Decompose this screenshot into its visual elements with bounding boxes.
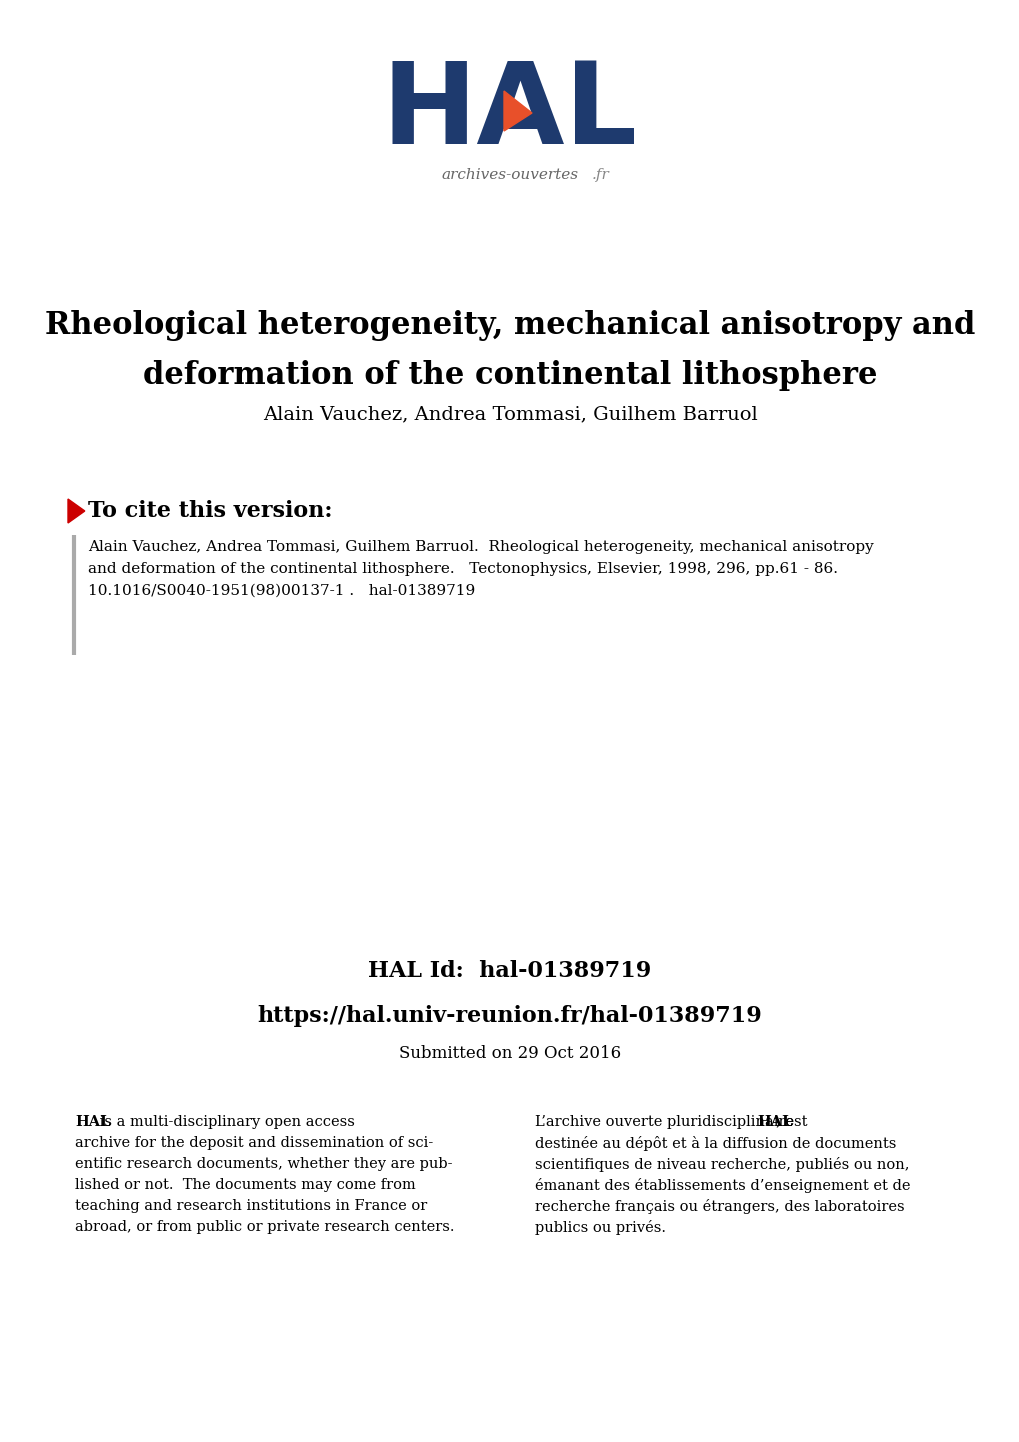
Text: entific research documents, whether they are pub-: entific research documents, whether they… [75, 1156, 452, 1171]
Text: HAL: HAL [756, 1115, 792, 1129]
Text: recherche français ou étrangers, des laboratoires: recherche français ou étrangers, des lab… [535, 1198, 904, 1214]
Text: Alain Vauchez, Andrea Tommasi, Guilhem Barruol.  Rheological heterogeneity, mech: Alain Vauchez, Andrea Tommasi, Guilhem B… [88, 539, 873, 554]
Text: is a multi-disciplinary open access: is a multi-disciplinary open access [96, 1115, 355, 1129]
Text: https://hal.univ-reunion.fr/hal-01389719: https://hal.univ-reunion.fr/hal-01389719 [258, 1005, 761, 1027]
Text: abroad, or from public or private research centers.: abroad, or from public or private resear… [75, 1220, 454, 1234]
Text: , est: , est [775, 1115, 807, 1129]
Text: To cite this version:: To cite this version: [88, 500, 332, 522]
Text: .fr: .fr [591, 169, 609, 182]
Text: scientifiques de niveau recherche, publiés ou non,: scientifiques de niveau recherche, publi… [535, 1156, 909, 1172]
Text: HAL Id:  hal-01389719: HAL Id: hal-01389719 [368, 960, 651, 982]
Text: deformation of the continental lithosphere: deformation of the continental lithosphe… [143, 360, 876, 391]
Text: Rheological heterogeneity, mechanical anisotropy and: Rheological heterogeneity, mechanical an… [45, 310, 974, 340]
Text: HAL: HAL [75, 1115, 110, 1129]
Text: Alain Vauchez, Andrea Tommasi, Guilhem Barruol: Alain Vauchez, Andrea Tommasi, Guilhem B… [262, 405, 757, 423]
Polygon shape [68, 499, 85, 523]
Text: L’archive ouverte pluridisciplinaire: L’archive ouverte pluridisciplinaire [535, 1115, 798, 1129]
Text: émanant des établissements d’enseignement et de: émanant des établissements d’enseignemen… [535, 1178, 910, 1193]
Text: destinée au dépôt et à la diffusion de documents: destinée au dépôt et à la diffusion de d… [535, 1136, 896, 1151]
Text: archive for the deposit and dissemination of sci-: archive for the deposit and disseminatio… [75, 1136, 433, 1151]
Text: publics ou privés.: publics ou privés. [535, 1220, 665, 1234]
Text: 10.1016/S0040-1951(98)00137-1 .   hal-01389719: 10.1016/S0040-1951(98)00137-1 . hal-0138… [88, 584, 475, 598]
Text: and deformation of the continental lithosphere.   Tectonophysics, Elsevier, 1998: and deformation of the continental litho… [88, 562, 838, 575]
Polygon shape [503, 91, 532, 131]
Text: lished or not.  The documents may come from: lished or not. The documents may come fr… [75, 1178, 416, 1193]
Text: HAL: HAL [381, 58, 638, 169]
Text: archives-ouvertes: archives-ouvertes [441, 169, 578, 182]
Text: Submitted on 29 Oct 2016: Submitted on 29 Oct 2016 [398, 1045, 621, 1061]
Text: teaching and research institutions in France or: teaching and research institutions in Fr… [75, 1198, 427, 1213]
